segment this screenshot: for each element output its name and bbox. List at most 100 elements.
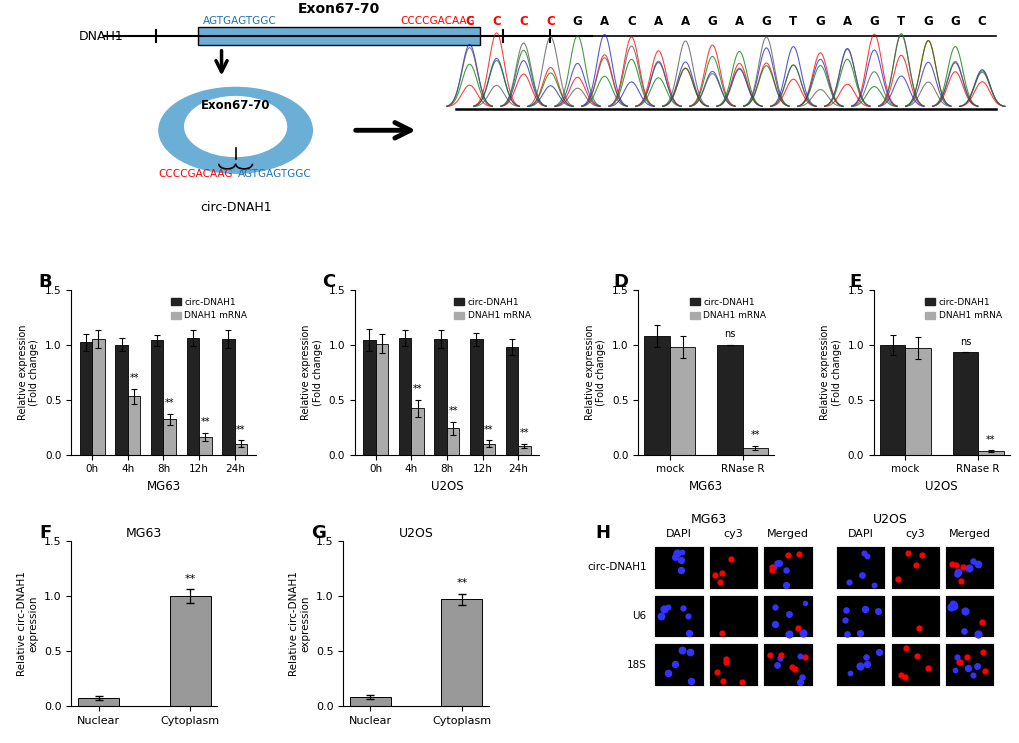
FancyBboxPatch shape bbox=[708, 594, 757, 637]
Legend: circ-DNAH1, DNAH1 mRNA: circ-DNAH1, DNAH1 mRNA bbox=[686, 294, 769, 324]
FancyBboxPatch shape bbox=[708, 643, 757, 686]
Text: Merged: Merged bbox=[766, 529, 808, 539]
Text: 18S: 18S bbox=[626, 660, 646, 669]
Text: G: G bbox=[572, 15, 582, 28]
Bar bbox=[482, 444, 494, 455]
Bar bbox=[79, 343, 92, 455]
Bar bbox=[470, 339, 482, 455]
FancyBboxPatch shape bbox=[836, 643, 884, 686]
Bar bbox=[375, 343, 388, 455]
Title: MG63: MG63 bbox=[126, 527, 162, 539]
Y-axis label: Relative expression
(Fold change): Relative expression (Fold change) bbox=[18, 325, 40, 420]
Text: **: ** bbox=[455, 578, 467, 588]
Text: **: ** bbox=[985, 435, 995, 445]
Text: T: T bbox=[789, 15, 797, 28]
Bar bbox=[169, 596, 211, 706]
Bar bbox=[151, 340, 163, 455]
Bar bbox=[78, 698, 119, 706]
X-axis label: U2OS: U2OS bbox=[924, 480, 957, 493]
Text: ns: ns bbox=[959, 337, 970, 347]
Bar bbox=[222, 339, 234, 455]
Text: C: C bbox=[465, 15, 474, 28]
Text: Exon67-70: Exon67-70 bbox=[201, 100, 270, 112]
Bar bbox=[411, 409, 423, 455]
Text: E: E bbox=[849, 273, 861, 291]
Text: B: B bbox=[39, 273, 52, 291]
FancyBboxPatch shape bbox=[890, 643, 938, 686]
Text: T: T bbox=[897, 15, 905, 28]
Text: **: ** bbox=[201, 417, 210, 427]
Text: C: C bbox=[492, 15, 500, 28]
Legend: circ-DNAH1, DNAH1 mRNA: circ-DNAH1, DNAH1 mRNA bbox=[450, 294, 534, 324]
Bar bbox=[905, 348, 930, 455]
FancyBboxPatch shape bbox=[945, 594, 994, 637]
Text: DAPI: DAPI bbox=[665, 529, 692, 539]
FancyBboxPatch shape bbox=[762, 594, 812, 637]
Text: **: ** bbox=[750, 430, 759, 441]
Text: **: ** bbox=[484, 425, 493, 435]
Y-axis label: Relative circ-DNAH1
expression: Relative circ-DNAH1 expression bbox=[288, 571, 310, 676]
Bar bbox=[92, 339, 105, 455]
X-axis label: MG63: MG63 bbox=[147, 480, 180, 493]
Ellipse shape bbox=[158, 87, 313, 174]
Bar bbox=[446, 428, 459, 455]
FancyBboxPatch shape bbox=[762, 546, 812, 588]
Y-axis label: Relative circ-DNAH1
expression: Relative circ-DNAH1 expression bbox=[17, 571, 39, 676]
Bar bbox=[879, 345, 905, 455]
FancyBboxPatch shape bbox=[708, 546, 757, 588]
Bar bbox=[434, 339, 446, 455]
Text: G: G bbox=[950, 15, 959, 28]
Bar bbox=[234, 444, 247, 455]
Text: C: C bbox=[627, 15, 635, 28]
Text: A: A bbox=[599, 15, 608, 28]
Bar bbox=[518, 446, 530, 455]
Text: MG63: MG63 bbox=[690, 513, 727, 526]
Text: A: A bbox=[734, 15, 743, 28]
Text: circ-DNAH1: circ-DNAH1 bbox=[200, 201, 271, 214]
Text: Exon67-70: Exon67-70 bbox=[298, 2, 380, 16]
Text: G: G bbox=[311, 525, 326, 542]
Text: **: ** bbox=[519, 428, 529, 438]
Y-axis label: Relative expression
(Fold change): Relative expression (Fold change) bbox=[819, 325, 841, 420]
Text: DNAH1: DNAH1 bbox=[78, 30, 123, 42]
Text: cy3: cy3 bbox=[723, 529, 743, 539]
Text: AGTGAGTGGC: AGTGAGTGGC bbox=[203, 16, 276, 26]
Text: circ-DNAH1: circ-DNAH1 bbox=[586, 562, 646, 572]
Bar bbox=[644, 336, 669, 455]
Bar bbox=[363, 340, 375, 455]
Text: **: ** bbox=[448, 406, 458, 416]
Legend: circ-DNAH1, DNAH1 mRNA: circ-DNAH1, DNAH1 mRNA bbox=[167, 294, 251, 324]
Ellipse shape bbox=[183, 96, 287, 157]
FancyBboxPatch shape bbox=[836, 594, 884, 637]
Text: C: C bbox=[977, 15, 985, 28]
Bar bbox=[115, 345, 127, 455]
Text: C: C bbox=[321, 273, 334, 291]
Bar bbox=[350, 697, 390, 706]
Bar bbox=[505, 347, 518, 455]
Bar bbox=[952, 352, 977, 455]
Text: **: ** bbox=[236, 425, 246, 435]
Text: ns: ns bbox=[723, 329, 735, 339]
Bar bbox=[199, 437, 211, 455]
FancyBboxPatch shape bbox=[654, 594, 703, 637]
Text: A: A bbox=[681, 15, 689, 28]
Text: C: C bbox=[519, 15, 528, 28]
FancyBboxPatch shape bbox=[945, 643, 994, 686]
X-axis label: MG63: MG63 bbox=[689, 480, 722, 493]
FancyBboxPatch shape bbox=[654, 643, 703, 686]
Text: H: H bbox=[595, 525, 609, 542]
Text: cy3: cy3 bbox=[905, 529, 924, 539]
Text: G: G bbox=[707, 15, 716, 28]
Text: F: F bbox=[40, 525, 52, 542]
FancyBboxPatch shape bbox=[890, 546, 938, 588]
FancyBboxPatch shape bbox=[890, 594, 938, 637]
Bar bbox=[977, 451, 1003, 455]
FancyBboxPatch shape bbox=[945, 546, 994, 588]
Text: **: ** bbox=[165, 398, 174, 409]
FancyBboxPatch shape bbox=[654, 546, 703, 588]
FancyBboxPatch shape bbox=[762, 643, 812, 686]
FancyBboxPatch shape bbox=[836, 546, 884, 588]
Bar bbox=[669, 347, 695, 455]
Text: DAPI: DAPI bbox=[847, 529, 873, 539]
FancyBboxPatch shape bbox=[198, 27, 479, 45]
